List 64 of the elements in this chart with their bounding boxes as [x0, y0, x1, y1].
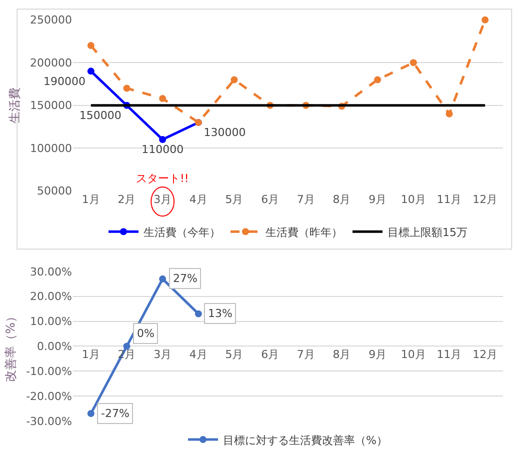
data-label: 110000: [142, 143, 184, 156]
y-tick-label: 20.00%: [30, 290, 72, 304]
point: [123, 84, 130, 92]
x-tick-label: 11月: [436, 192, 462, 206]
y-tick-label: 150000: [30, 99, 72, 112]
legend-label: 生活費（昨年）: [266, 226, 342, 239]
x-tick-label: 6月: [261, 348, 280, 362]
point: [159, 136, 166, 144]
point: [87, 68, 94, 75]
x-tick-label: 12月: [472, 192, 498, 206]
point: [87, 42, 94, 50]
x-tick-label: 10月: [400, 348, 426, 362]
data-label: 130000: [204, 126, 246, 140]
legend-label: 生活費（今年）: [144, 226, 220, 239]
y-tick-label: -10.00%: [26, 365, 72, 378]
x-tick-label: 3月: [154, 348, 172, 362]
annotation: スタート!!: [136, 172, 189, 185]
point: [87, 410, 94, 418]
data-label: 27%: [173, 272, 198, 285]
y-tick-label: 50000: [37, 184, 72, 198]
data-label: 13%: [208, 307, 232, 320]
x-tick-label: 9月: [368, 192, 387, 206]
y-tick-label: 100000: [30, 142, 72, 155]
y-axis-title: 生活費: [7, 87, 22, 124]
legend-label: 目標に対する生活費改善率（%）: [223, 434, 388, 447]
y-tick-label: 10.00%: [30, 315, 72, 328]
x-tick-label: 3月: [154, 192, 172, 206]
x-tick-label: 9月: [368, 348, 387, 362]
y-tick-label: 0.00%: [37, 340, 72, 354]
x-tick-label: 6月: [261, 192, 280, 206]
y-tick-label: 200000: [30, 56, 72, 70]
data-label: -27%: [101, 407, 130, 420]
x-tick-label: 12月: [472, 348, 498, 362]
point: [159, 275, 166, 282]
x-tick-label: 5月: [225, 348, 244, 362]
x-tick-label: 7月: [296, 348, 315, 362]
x-tick-label: 8月: [332, 348, 351, 362]
point: [159, 95, 166, 102]
y-tick-label: 250000: [30, 14, 72, 27]
x-tick-label: 4月: [189, 192, 208, 206]
point: [230, 76, 238, 84]
point: [374, 76, 382, 84]
point: [410, 59, 417, 66]
x-tick-label: 11月: [436, 348, 462, 362]
data-label: 190000: [44, 74, 86, 88]
y-tick-label: 30.00%: [30, 265, 72, 278]
point: [194, 310, 202, 318]
y-tick-label: -30.00%: [26, 414, 72, 428]
x-tick-label: 7月: [296, 192, 315, 206]
x-tick-label: 4月: [189, 348, 208, 362]
point: [123, 342, 130, 350]
y-axis-title: 改善率（%）: [3, 310, 18, 382]
x-tick-label: 1月: [82, 348, 100, 362]
point: [446, 110, 453, 118]
data-label: 150000: [79, 108, 122, 122]
x-tick-label: 2月: [118, 192, 136, 206]
point: [482, 16, 489, 24]
x-tick-label: 1月: [82, 192, 100, 206]
y-tick-label: -20.00%: [26, 390, 72, 403]
data-label: 0%: [137, 327, 154, 340]
legend-label: 目標上限額15万: [388, 226, 468, 239]
x-tick-label: 5月: [225, 192, 244, 206]
x-tick-label: 8月: [332, 192, 351, 206]
x-tick-label: 10月: [400, 192, 426, 206]
